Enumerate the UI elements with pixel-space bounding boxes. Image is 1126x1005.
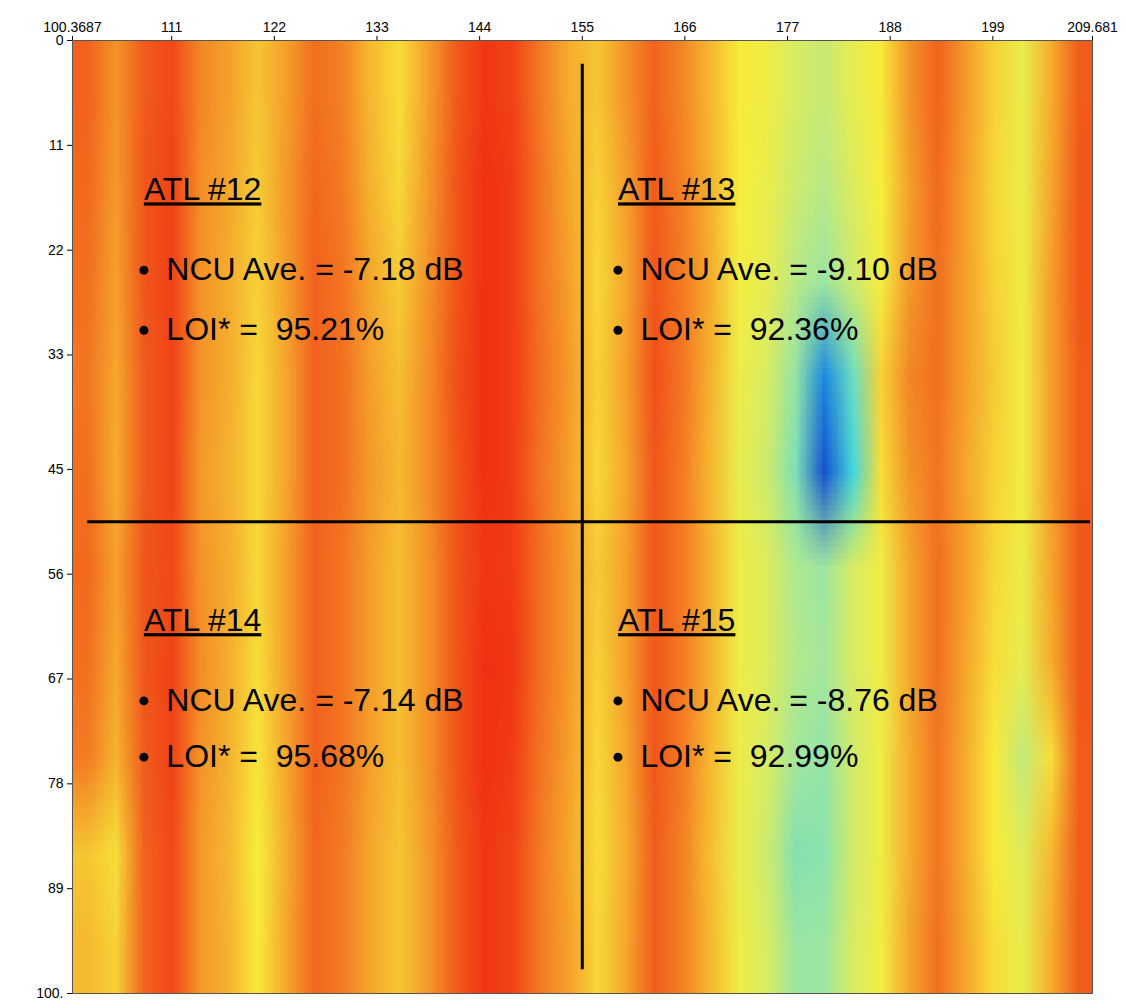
- svg-text:89: 89: [48, 880, 64, 896]
- svg-text:199: 199: [981, 19, 1005, 35]
- svg-text:ATL #14: ATL #14: [144, 602, 261, 638]
- svg-text:177: 177: [776, 19, 800, 35]
- svg-text:NCU Ave. = -8.76 dB: NCU Ave. = -8.76 dB: [640, 682, 937, 718]
- svg-text:67: 67: [48, 670, 64, 686]
- svg-text:188: 188: [879, 19, 903, 35]
- svg-text:100.3687: 100.3687: [43, 19, 102, 35]
- svg-text:11: 11: [49, 137, 64, 153]
- svg-text:0: 0: [55, 32, 64, 48]
- svg-text:ATL #15: ATL #15: [618, 602, 735, 638]
- svg-text:56: 56: [48, 566, 64, 582]
- svg-text:100.: 100.: [36, 985, 63, 1001]
- svg-text:NCU Ave. = -7.14 dB: NCU Ave. = -7.14 dB: [166, 682, 463, 718]
- svg-text:ATL #13: ATL #13: [618, 171, 735, 207]
- svg-text:78: 78: [48, 775, 64, 791]
- svg-text:144: 144: [468, 19, 492, 35]
- svg-text:166: 166: [673, 19, 697, 35]
- svg-text:NCU Ave. = -7.18 dB: NCU Ave. = -7.18 dB: [166, 251, 463, 287]
- svg-text:22: 22: [48, 242, 64, 258]
- svg-text:209.681: 209.681: [1067, 19, 1118, 35]
- svg-text:LOI* = 95.21%: LOI* = 95.21%: [166, 311, 384, 347]
- svg-text:155: 155: [571, 19, 595, 35]
- svg-text:133: 133: [365, 19, 389, 35]
- svg-text:LOI* = 92.36%: LOI* = 92.36%: [640, 311, 858, 347]
- svg-text:33: 33: [48, 346, 64, 362]
- svg-text:LOI* = 95.68%: LOI* = 95.68%: [166, 738, 384, 774]
- svg-text:ATL #12: ATL #12: [144, 171, 261, 207]
- svg-text:45: 45: [48, 461, 64, 477]
- svg-text:LOI* = 92.99%: LOI* = 92.99%: [640, 738, 858, 774]
- svg-text:122: 122: [263, 19, 287, 35]
- svg-text:NCU Ave. = -9.10 dB: NCU Ave. = -9.10 dB: [640, 251, 937, 287]
- svg-text:111: 111: [161, 19, 182, 35]
